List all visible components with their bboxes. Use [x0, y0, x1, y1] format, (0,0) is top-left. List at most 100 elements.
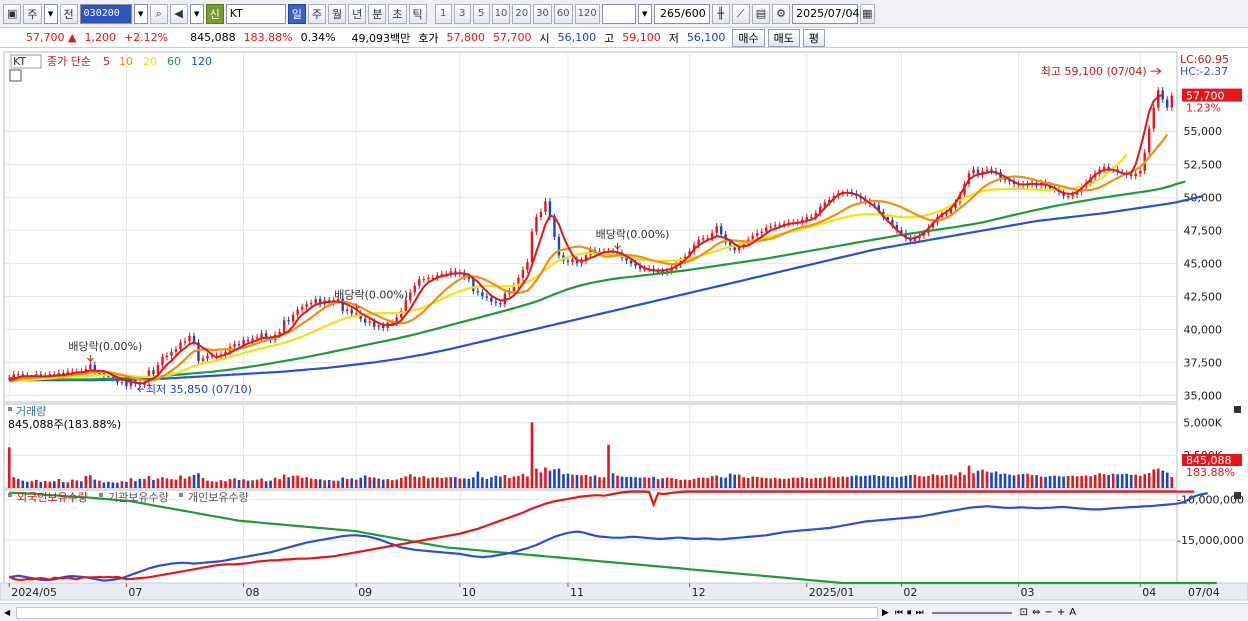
interval-30[interactable]: 30 — [533, 3, 552, 24]
candle-body — [706, 238, 709, 240]
sell-button[interactable]: 매도 — [767, 28, 800, 47]
speaker-dropdown-icon[interactable]: ▼ — [189, 3, 204, 24]
volume-bar — [152, 479, 155, 488]
volume-bar — [981, 469, 984, 488]
holdings-legend-marker — [179, 493, 183, 497]
candle-body — [670, 268, 673, 272]
volume-bar — [967, 465, 971, 488]
candle-body — [391, 322, 394, 324]
volume-bar — [787, 478, 791, 488]
save-icon[interactable]: ▤ — [751, 3, 771, 24]
period-day[interactable]: 일 — [287, 3, 306, 24]
candle-body — [431, 277, 434, 279]
volume-bar — [584, 474, 588, 488]
candle-body — [152, 370, 155, 375]
candle-body — [472, 279, 475, 292]
candle-body — [778, 225, 781, 227]
scroll-bar[interactable]: ◀ ▶ ⏮ ⏹ ⏭ ⊡ ⇔ − + A — [0, 603, 1248, 621]
calendar-icon[interactable]: ▦ — [860, 3, 875, 24]
scroll-track[interactable] — [16, 606, 878, 619]
search-icon[interactable]: ⌕ — [149, 3, 168, 24]
window-icon[interactable]: ▣ — [3, 3, 22, 24]
x-axis-label: 02 — [903, 586, 917, 599]
volume-bar — [800, 477, 804, 488]
interval-1[interactable]: 1 — [434, 3, 452, 24]
period-month[interactable]: 월 — [328, 3, 347, 24]
count-total: /600 — [680, 7, 706, 20]
scroll-left-icon[interactable]: ◀ — [4, 608, 11, 617]
period-year[interactable]: 년 — [348, 3, 367, 24]
chart-area[interactable]: 35,000 37,500 40,000 42,500 45,000 47,500 50,0… — [0, 48, 1248, 621]
mode-dropdown-icon[interactable]: ▼ — [43, 3, 58, 24]
candle-body — [535, 217, 538, 232]
speaker-icon[interactable]: ◀ — [169, 3, 188, 24]
low-note: 최저 35,850 (07/10) — [146, 383, 252, 396]
date-field[interactable]: 2025/07/04 — [792, 3, 860, 24]
volume-bar — [791, 477, 795, 488]
last-icon[interactable]: ⏭ — [915, 607, 924, 618]
evaluate-button[interactable]: 평 — [802, 28, 826, 47]
prev-button[interactable]: 전 — [59, 3, 78, 24]
stop-icon[interactable]: ⏹ — [907, 607, 912, 618]
volume-bar — [345, 478, 349, 488]
code-dropdown-icon[interactable]: ▼ — [133, 3, 148, 24]
stock-name-field[interactable]: KT — [225, 3, 286, 24]
volume-bar — [674, 478, 678, 488]
candle-body — [756, 232, 759, 236]
volume-bar — [21, 480, 25, 488]
scroll-right-icon[interactable]: ▶ — [882, 607, 889, 618]
period-tick[interactable]: 틱 — [408, 3, 427, 24]
interval-60[interactable]: 60 — [553, 3, 573, 24]
volume-bar — [7, 447, 11, 488]
interval-dropdown-icon[interactable]: ▼ — [637, 3, 652, 24]
candle-type-icon[interactable]: ╫ — [711, 3, 730, 24]
interval-5[interactable]: 5 — [472, 3, 490, 24]
candle-body — [949, 207, 953, 214]
line-tool-icon[interactable]: ⟋ — [731, 3, 750, 24]
volume-bar — [1170, 476, 1174, 488]
volume-bar — [683, 479, 687, 488]
zoom-out-icon[interactable]: − — [1044, 607, 1053, 618]
volume-bar — [242, 479, 245, 488]
interval-3[interactable]: 3 — [453, 3, 471, 24]
range-icon[interactable]: ⇔ — [1032, 607, 1041, 618]
stock-code-input[interactable]: 030200 — [79, 3, 132, 24]
volume-bar — [724, 477, 727, 488]
interval-20[interactable]: 20 — [512, 3, 532, 24]
volume-value: 845,088 — [190, 31, 236, 44]
interval-10[interactable]: 10 — [491, 3, 511, 24]
zoom-slider[interactable] — [931, 611, 1012, 614]
x-axis-label: 10 — [462, 586, 476, 599]
interval-120[interactable]: 120 — [574, 3, 600, 24]
volume-bar — [363, 475, 367, 488]
first-icon[interactable]: ⏮ — [894, 607, 904, 618]
volume-bar — [945, 474, 948, 488]
mode-button[interactable]: 주 — [23, 3, 42, 24]
period-second[interactable]: 초 — [388, 3, 407, 24]
settings-icon[interactable]: ⚙ — [772, 3, 791, 24]
zoom-in-icon[interactable]: + — [1056, 607, 1066, 618]
panel-frame-3 — [3, 489, 1178, 584]
volume-bar — [1039, 476, 1043, 488]
bid-label: 호가 — [418, 31, 439, 45]
auto-scale-icon[interactable]: A — [1069, 607, 1077, 618]
candle-body — [814, 213, 817, 218]
candle-body — [467, 276, 471, 280]
fit-icon[interactable]: ⊡ — [1019, 607, 1029, 618]
count-field[interactable]: 265/600 — [653, 3, 710, 24]
candle-body — [945, 213, 948, 215]
candle-body — [913, 238, 917, 241]
interval-input[interactable] — [601, 3, 636, 24]
period-week[interactable]: 주 — [307, 3, 327, 24]
volume-bar — [463, 478, 466, 488]
holdings-y-tick: -15,000,000 — [1177, 534, 1244, 547]
period-minute[interactable]: 분 — [368, 3, 387, 24]
volume-bar — [539, 472, 543, 488]
volume-bar — [954, 475, 957, 488]
volume-bar — [1143, 474, 1147, 488]
candle-body — [309, 302, 313, 305]
buy-button[interactable]: 매수 — [732, 28, 765, 47]
volume-bar — [323, 480, 326, 488]
candle-body — [1139, 170, 1142, 174]
candle-body — [485, 296, 489, 298]
